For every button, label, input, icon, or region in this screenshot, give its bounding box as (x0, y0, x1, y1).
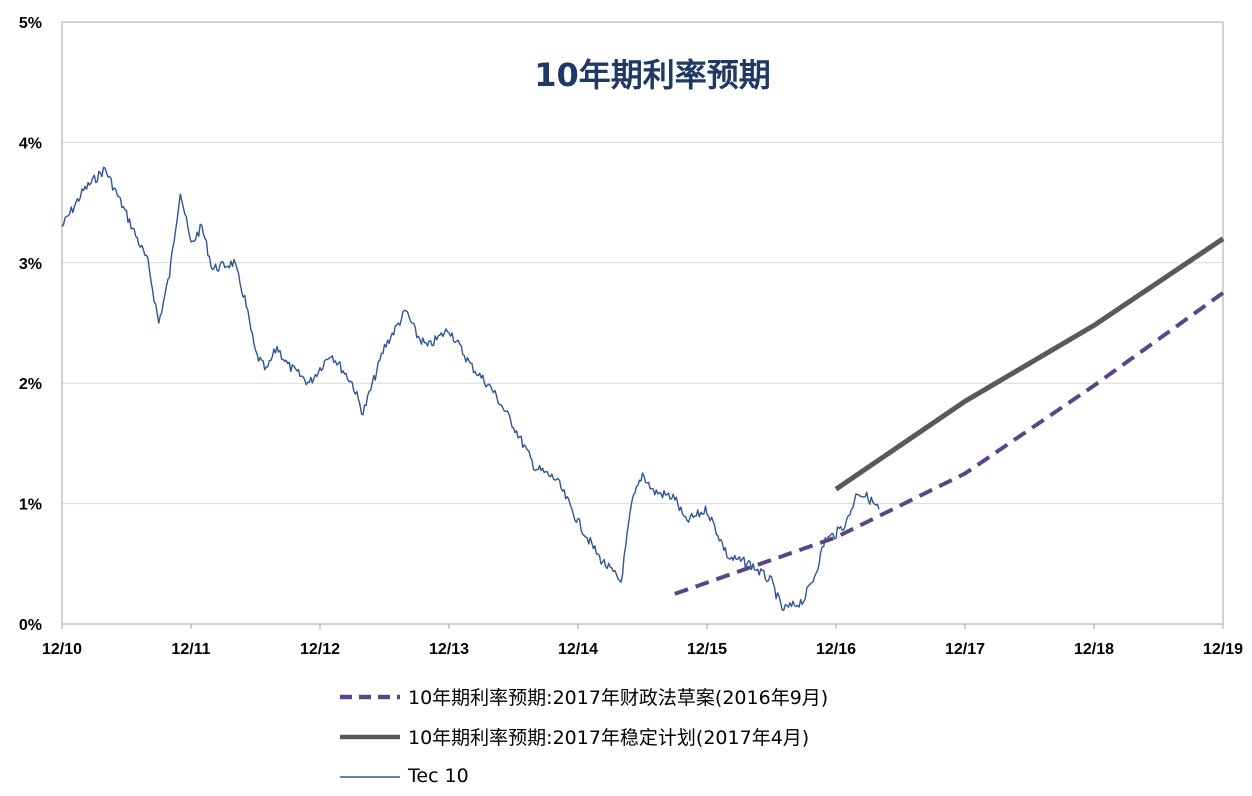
legend: 10年期利率预期:2017年财政法草案(2016年9月) 10年期利率预期:201… (340, 676, 828, 796)
x-tick-label: 12/10 (42, 641, 82, 658)
legend-item: 10年期利率预期:2017年稳定计划(2017年4月) (340, 716, 828, 756)
legend-label: 10年期利率预期:2017年财政法草案(2016年9月) (408, 686, 829, 709)
y-tick-label: 3% (19, 256, 42, 273)
plot-frame (61, 21, 1224, 625)
x-axis-ticks: 12/10 12/11 12/12 12/13 12/14 12/15 12/16 12/17… (42, 624, 1243, 658)
y-tick-label: 4% (19, 135, 42, 152)
legend-item: 10年期利率预期:2017年财政法草案(2016年9月) (340, 676, 828, 716)
x-tick-label: 12/19 (1203, 641, 1243, 658)
y-tick-label: 2% (19, 376, 42, 393)
x-tick-label: 12/11 (171, 641, 210, 658)
series-line-1 (834, 236, 1225, 492)
legend-label: 10年期利率预期:2017年稳定计划(2017年4月) (408, 726, 810, 749)
legend-swatch (340, 690, 404, 702)
y-axis-ticks: 0% 1% 2% 3% 4% 5% (19, 15, 42, 634)
y-tick-label: 1% (19, 497, 42, 514)
series-line-0 (674, 291, 1225, 596)
series-lines (61, 166, 1225, 611)
y-tick-label: 5% (19, 15, 42, 32)
x-tick-label: 12/12 (300, 641, 340, 658)
legend-swatch (340, 730, 404, 742)
series-line-2 (61, 166, 880, 611)
gridlines (62, 141, 1223, 505)
x-tick-label: 12/14 (558, 641, 598, 658)
x-tick-label: 12/15 (687, 641, 727, 658)
x-tick-label: 12/13 (429, 641, 469, 658)
x-tick-label: 12/18 (1074, 641, 1114, 658)
legend-label: Tec 10 (408, 765, 469, 787)
legend-item: Tec 10 (340, 756, 828, 796)
x-tick-label: 12/17 (945, 641, 985, 658)
y-tick-label: 0% (19, 617, 42, 634)
legend-swatch (340, 770, 404, 782)
x-tick-label: 12/16 (816, 641, 856, 658)
chart-title: 10年期利率预期 (534, 56, 771, 94)
